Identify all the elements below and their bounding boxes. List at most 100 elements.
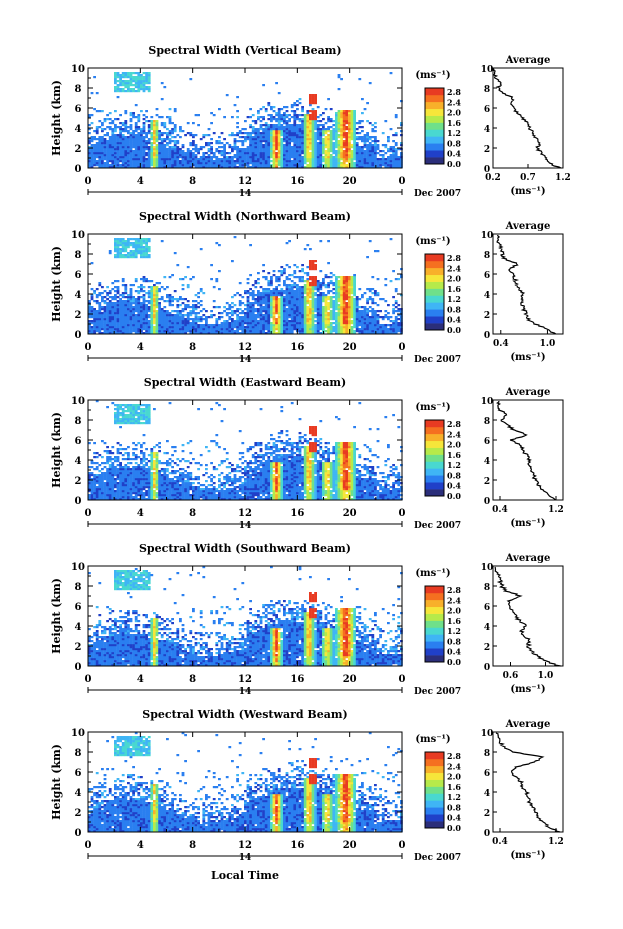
colorbar-tick-label: 2.4: [447, 97, 461, 107]
average-y-tick-label: 10: [481, 65, 494, 75]
day-label: 14: [239, 521, 252, 531]
colorbar-swatch: [425, 814, 444, 822]
colorbar-swatch: [425, 765, 444, 774]
colorbar-tick-label: 0.0: [447, 657, 461, 667]
y-tick-label: 6: [75, 602, 82, 613]
average-y-tick-label: 8: [484, 251, 490, 261]
colorbar-swatch: [425, 88, 444, 96]
average-y-tick-label: 6: [484, 769, 490, 779]
average-y-tick-label: 10: [481, 397, 494, 407]
colorbar-tick-label: 0.0: [447, 325, 461, 335]
colorbar-tick-label: 1.2: [447, 626, 461, 636]
colorbar-swatch: [425, 323, 444, 331]
y-tick-label: 8: [75, 416, 82, 427]
y-tick-label: 0: [75, 330, 82, 341]
average-y-tick-label: 2: [484, 477, 490, 487]
average-y-tick-label: 2: [484, 311, 490, 321]
average-y-tick-label: 4: [484, 789, 490, 799]
date-label: Dec 2007: [414, 189, 461, 199]
average-y-tick-label: 4: [484, 457, 490, 467]
colorbar-frame: [424, 419, 445, 497]
colorbar-frame: [424, 751, 445, 829]
panel-title: Spectral Width (Vertical Beam): [148, 44, 341, 57]
x-tick-label: 20: [343, 508, 357, 519]
colorbar-tick-label: 0.4: [447, 647, 461, 657]
average-x-label: (ms⁻¹): [510, 352, 545, 363]
x-tick-label: 0: [399, 674, 406, 685]
y-tick-label: 10: [71, 396, 85, 407]
colorbar-tick-label: 0.4: [447, 813, 461, 823]
day-label: 14: [239, 355, 252, 365]
colorbar-tick-label: 1.2: [447, 294, 461, 304]
colorbar-swatch: [425, 426, 444, 435]
average-x-label: (ms⁻¹): [510, 850, 545, 861]
colorbar-swatch: [425, 627, 444, 635]
average-y-tick-label: 2: [484, 809, 490, 819]
average-line: [491, 68, 562, 169]
heatmap-field: [88, 566, 403, 667]
average-x-tick-label: 1.0: [540, 339, 556, 349]
colorbar-swatch: [425, 613, 444, 621]
colorbar-swatch: [425, 150, 444, 158]
panel-2: Spectral Width (Northward Beam) 0 2 4 6 8 10 He…: [50, 210, 564, 365]
x-tick-label: 16: [290, 508, 304, 519]
average-x-tick-label: 0.4: [492, 837, 508, 847]
average-y-tick-label: 0: [484, 829, 490, 839]
colorbar-tick-label: 0.8: [447, 304, 461, 314]
date-label: Dec 2007: [414, 687, 461, 697]
colorbar-tick-label: 2.8: [447, 87, 461, 97]
average-y-tick-label: 10: [481, 729, 494, 739]
average-x-label: (ms⁻¹): [510, 186, 545, 197]
colorbar-tick-label: 1.2: [447, 792, 461, 802]
y-tick-label: 8: [75, 582, 82, 593]
colorbar-unit-label: (ms⁻¹): [415, 734, 450, 745]
colorbar-swatch: [425, 475, 444, 483]
y-tick-label: 0: [75, 828, 82, 839]
colorbar-swatch: [425, 122, 444, 130]
colorbar-tick-label: 1.6: [447, 118, 461, 128]
average-y-tick-label: 0: [484, 663, 490, 673]
panel-4: Spectral Width (Southward Beam) 0 2 4 6 8 10 He…: [50, 542, 564, 697]
y-tick-label: 0: [75, 164, 82, 175]
colorbar-swatch: [425, 779, 444, 787]
colorbar-tick-label: 0.4: [447, 315, 461, 325]
average-x-tick-label: 0.4: [493, 339, 509, 349]
y-tick-label: 8: [75, 84, 82, 95]
colorbar-swatch: [425, 489, 444, 497]
average-x-label: (ms⁻¹): [510, 518, 545, 529]
y-tick-label: 2: [75, 808, 82, 819]
colorbar-tick-label: 0.8: [447, 138, 461, 148]
panel-3: Spectral Width (Eastward Beam) 0 2 4 6 8 10 Hei…: [50, 376, 564, 531]
y-tick-label: 2: [75, 144, 82, 155]
y-axis-label: Height (km): [50, 412, 63, 488]
heatmap-field: [88, 400, 403, 501]
y-tick-label: 6: [75, 436, 82, 447]
date-label: Dec 2007: [414, 853, 461, 863]
heatmap-field: [88, 732, 403, 833]
x-tick-label: 0: [399, 342, 406, 353]
colorbar-swatch: [425, 94, 444, 103]
average-frame: [492, 565, 564, 667]
colorbar-swatch: [425, 143, 444, 151]
colorbar: 0.00.40.81.21.62.02.42.8 (ms⁻¹): [415, 236, 461, 335]
average-profile: Average 0 2 4 6 8 10 0.4 1.0 (ms⁻¹): [481, 221, 564, 363]
x-tick-label: 4: [137, 342, 144, 353]
y-tick-label: 10: [71, 562, 85, 573]
colorbar-tick-label: 2.0: [447, 108, 461, 118]
average-x-tick-label: 1.0: [538, 671, 554, 681]
average-y-tick-label: 8: [484, 749, 490, 759]
colorbar: 0.00.40.81.21.62.02.42.8 (ms⁻¹): [415, 734, 461, 833]
y-tick-label: 2: [75, 476, 82, 487]
average-profile: Average 0 2 4 6 8 10 0.4 1.2(ms⁻¹): [481, 387, 564, 529]
colorbar-swatch: [425, 316, 444, 324]
average-y-tick-label: 0: [484, 165, 490, 175]
x-tick-label: 20: [343, 342, 357, 353]
x-tick-label: 8: [189, 840, 196, 851]
y-tick-label: 8: [75, 250, 82, 261]
colorbar-swatch: [425, 793, 444, 801]
x-tick-label: 0: [399, 508, 406, 519]
colorbar-tick-label: 1.2: [447, 460, 461, 470]
colorbar-swatch: [425, 309, 444, 317]
colorbar-swatch: [425, 260, 444, 269]
